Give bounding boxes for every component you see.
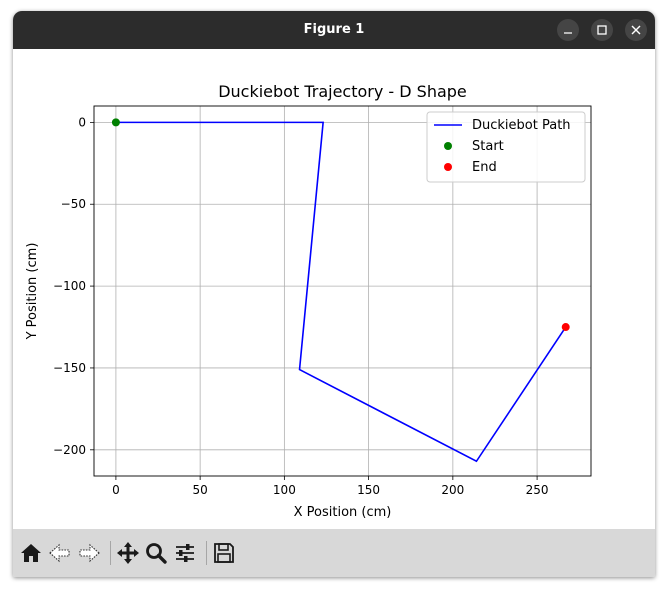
end-point xyxy=(561,323,570,332)
forward-arrow-icon xyxy=(79,543,100,563)
x-tick-label: 200 xyxy=(441,483,464,497)
x-tick-label: 50 xyxy=(192,483,207,497)
plot-series xyxy=(111,118,570,463)
home-icon xyxy=(21,544,41,562)
window-title: Figure 1 xyxy=(303,22,365,37)
trajectory-chart: 0 50 100 150 200 250 0 −50 −100 −150 −200 Duckiebo… xyxy=(25,82,592,520)
toolbar-separator xyxy=(110,541,111,565)
minimize-icon xyxy=(564,32,572,34)
save-icon xyxy=(214,543,234,563)
home-button[interactable] xyxy=(18,540,44,566)
grid xyxy=(94,106,591,476)
legend: Duckiebot Path Start End xyxy=(426,111,586,183)
pan-button[interactable] xyxy=(115,540,141,566)
x-tick-label: 0 xyxy=(112,483,120,497)
figure-window: Figure 1 0 50 100 150 200 250 0 −50 −100 −150 −200… xyxy=(13,11,655,577)
legend-label: End xyxy=(472,160,497,175)
y-tick-label: −100 xyxy=(53,279,86,293)
y-tick-label: −200 xyxy=(53,443,86,457)
configure-subplots-icon xyxy=(176,544,194,562)
toolbar-separator xyxy=(206,541,207,565)
x-tick-label: 100 xyxy=(273,483,296,497)
path-line xyxy=(115,121,567,463)
title-bar[interactable]: Figure 1 xyxy=(13,11,655,49)
legend-label: Duckiebot Path xyxy=(472,118,571,133)
chart-title: Duckiebot Trajectory - D Shape xyxy=(218,82,467,101)
maximize-icon xyxy=(597,25,607,35)
forward-button[interactable] xyxy=(76,540,102,566)
navigation-toolbar xyxy=(13,529,655,577)
zoom-button[interactable] xyxy=(143,540,169,566)
x-tick-label: 150 xyxy=(357,483,380,497)
back-arrow-icon xyxy=(49,543,70,563)
save-button[interactable] xyxy=(211,540,237,566)
y-tick-label: −50 xyxy=(61,197,86,211)
maximize-button[interactable] xyxy=(591,19,613,41)
legend-label: Start xyxy=(472,139,504,154)
figure-canvas[interactable]: 0 50 100 150 200 250 0 −50 −100 −150 −200 Duckiebo… xyxy=(13,49,655,529)
back-button[interactable] xyxy=(47,540,73,566)
axes-frame xyxy=(93,105,592,477)
legend-marker-swatch xyxy=(444,163,452,171)
start-point xyxy=(111,118,120,127)
zoom-icon xyxy=(146,543,167,564)
axis-ticks: 0 50 100 150 200 250 0 −50 −100 −150 −200 xyxy=(53,115,549,497)
y-tick-label: 0 xyxy=(78,115,86,129)
legend-box xyxy=(426,111,586,183)
configure-subplots-button[interactable] xyxy=(172,540,198,566)
y-axis-label: Y Position (cm) xyxy=(25,243,40,341)
close-button[interactable] xyxy=(625,19,647,41)
x-tick-label: 250 xyxy=(526,483,549,497)
legend-marker-swatch xyxy=(444,142,452,150)
close-icon xyxy=(631,25,641,35)
minimize-button[interactable] xyxy=(557,19,579,41)
y-tick-label: −150 xyxy=(53,361,86,375)
pan-icon xyxy=(117,542,139,564)
x-axis-label: X Position (cm) xyxy=(294,505,392,520)
